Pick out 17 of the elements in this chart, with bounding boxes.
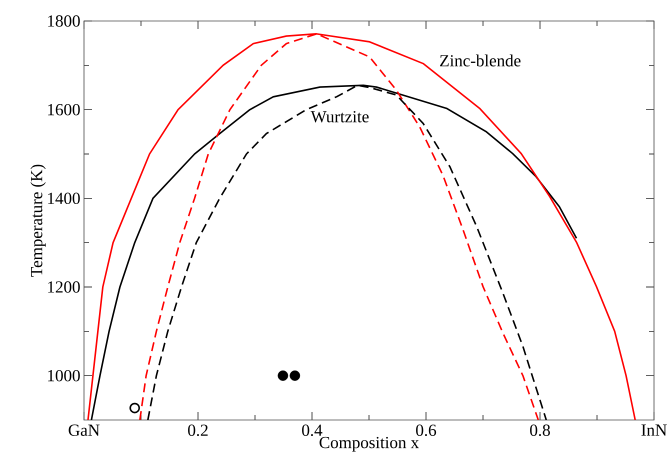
y-tick-label: 1000 [48,370,80,382]
y-tick-label: 1800 [48,15,80,27]
annotation: Wurtzite [310,111,369,122]
y-axis-title: Temperature (K) [30,164,46,277]
x-tick-label: 0.2 [188,424,208,436]
x-tick-label: InN [641,424,667,436]
x-tick-label: 0.8 [530,424,550,436]
y-tick-label: 1600 [48,104,80,116]
x-tick-label: GaN [68,424,100,436]
line-series [90,84,578,420]
x-axis-title: Composition x [320,436,419,452]
y-tick-label: 1400 [48,192,80,204]
line-series [87,33,636,420]
x-tick-label: 0.6 [416,424,436,436]
y-tick-label: 1200 [48,281,80,293]
annotation: Zinc-blende [440,54,521,66]
x-tick-label: 0.4 [302,424,322,436]
